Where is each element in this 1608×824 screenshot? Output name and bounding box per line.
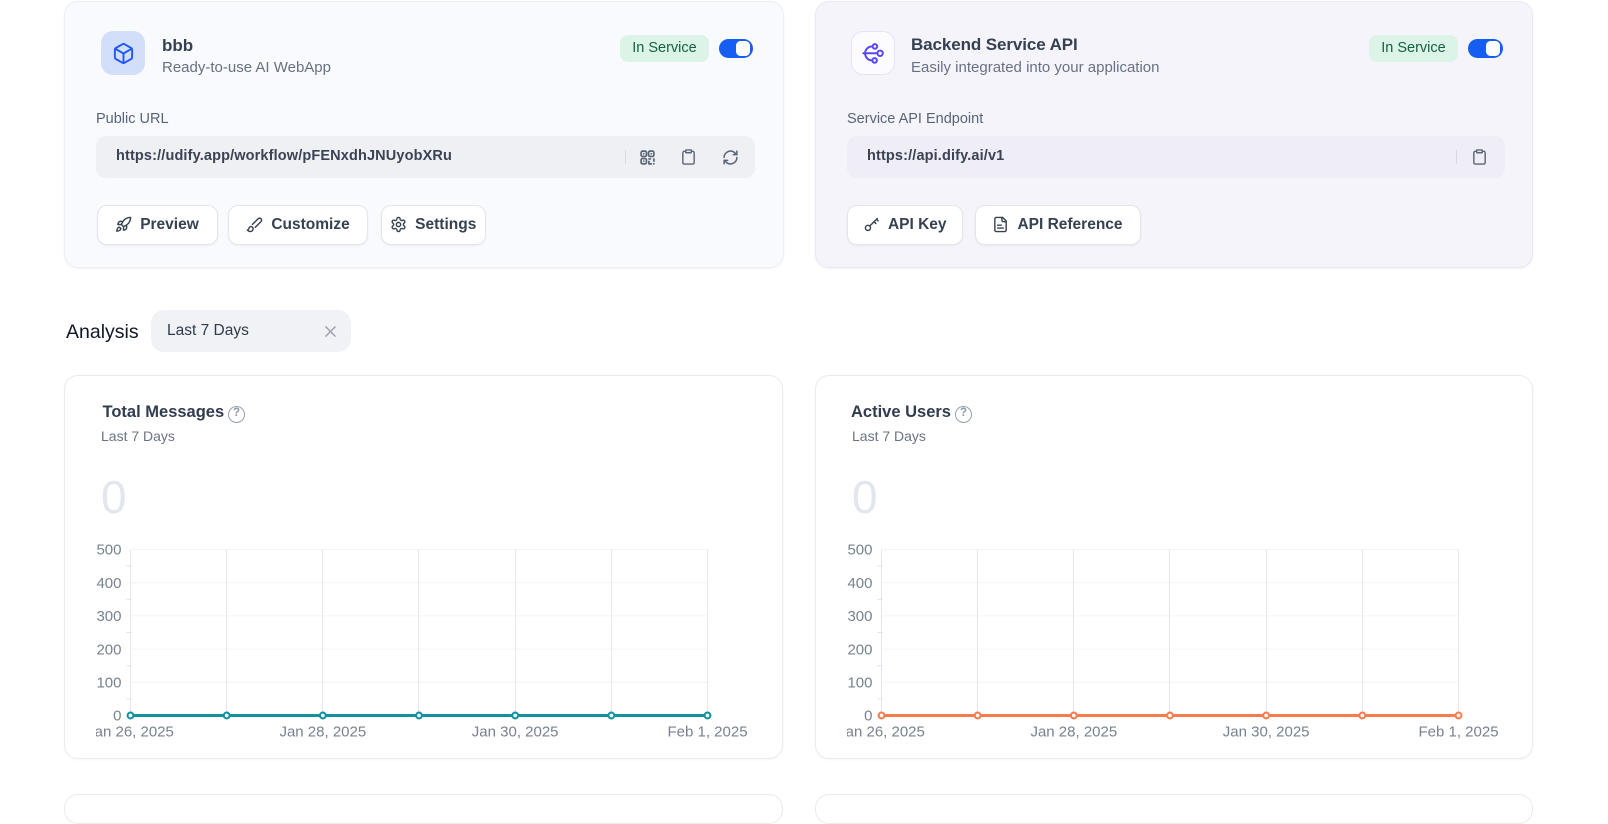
svg-text:Feb 1, 2025: Feb 1, 2025 bbox=[667, 724, 747, 741]
svg-text:Jan 26, 2025: Jan 26, 2025 bbox=[838, 724, 925, 741]
svg-text:Feb 1, 2025: Feb 1, 2025 bbox=[1418, 724, 1498, 741]
svg-text:300: 300 bbox=[847, 608, 872, 625]
svg-text:Jan 30, 2025: Jan 30, 2025 bbox=[1223, 724, 1310, 741]
svg-text:500: 500 bbox=[847, 542, 872, 559]
svg-text:200: 200 bbox=[96, 641, 121, 658]
svg-text:400: 400 bbox=[96, 575, 121, 592]
svg-text:Jan 26, 2025: Jan 26, 2025 bbox=[87, 724, 174, 741]
svg-text:0: 0 bbox=[113, 708, 121, 725]
svg-text:400: 400 bbox=[847, 575, 872, 592]
svg-text:Jan 28, 2025: Jan 28, 2025 bbox=[279, 724, 366, 741]
svg-text:500: 500 bbox=[96, 542, 121, 559]
svg-text:Jan 28, 2025: Jan 28, 2025 bbox=[1030, 724, 1117, 741]
svg-text:300: 300 bbox=[96, 608, 121, 625]
svg-text:Jan 30, 2025: Jan 30, 2025 bbox=[472, 724, 559, 741]
svg-text:0: 0 bbox=[864, 708, 872, 725]
svg-text:100: 100 bbox=[847, 675, 872, 692]
svg-text:200: 200 bbox=[847, 641, 872, 658]
svg-text:100: 100 bbox=[96, 675, 121, 692]
